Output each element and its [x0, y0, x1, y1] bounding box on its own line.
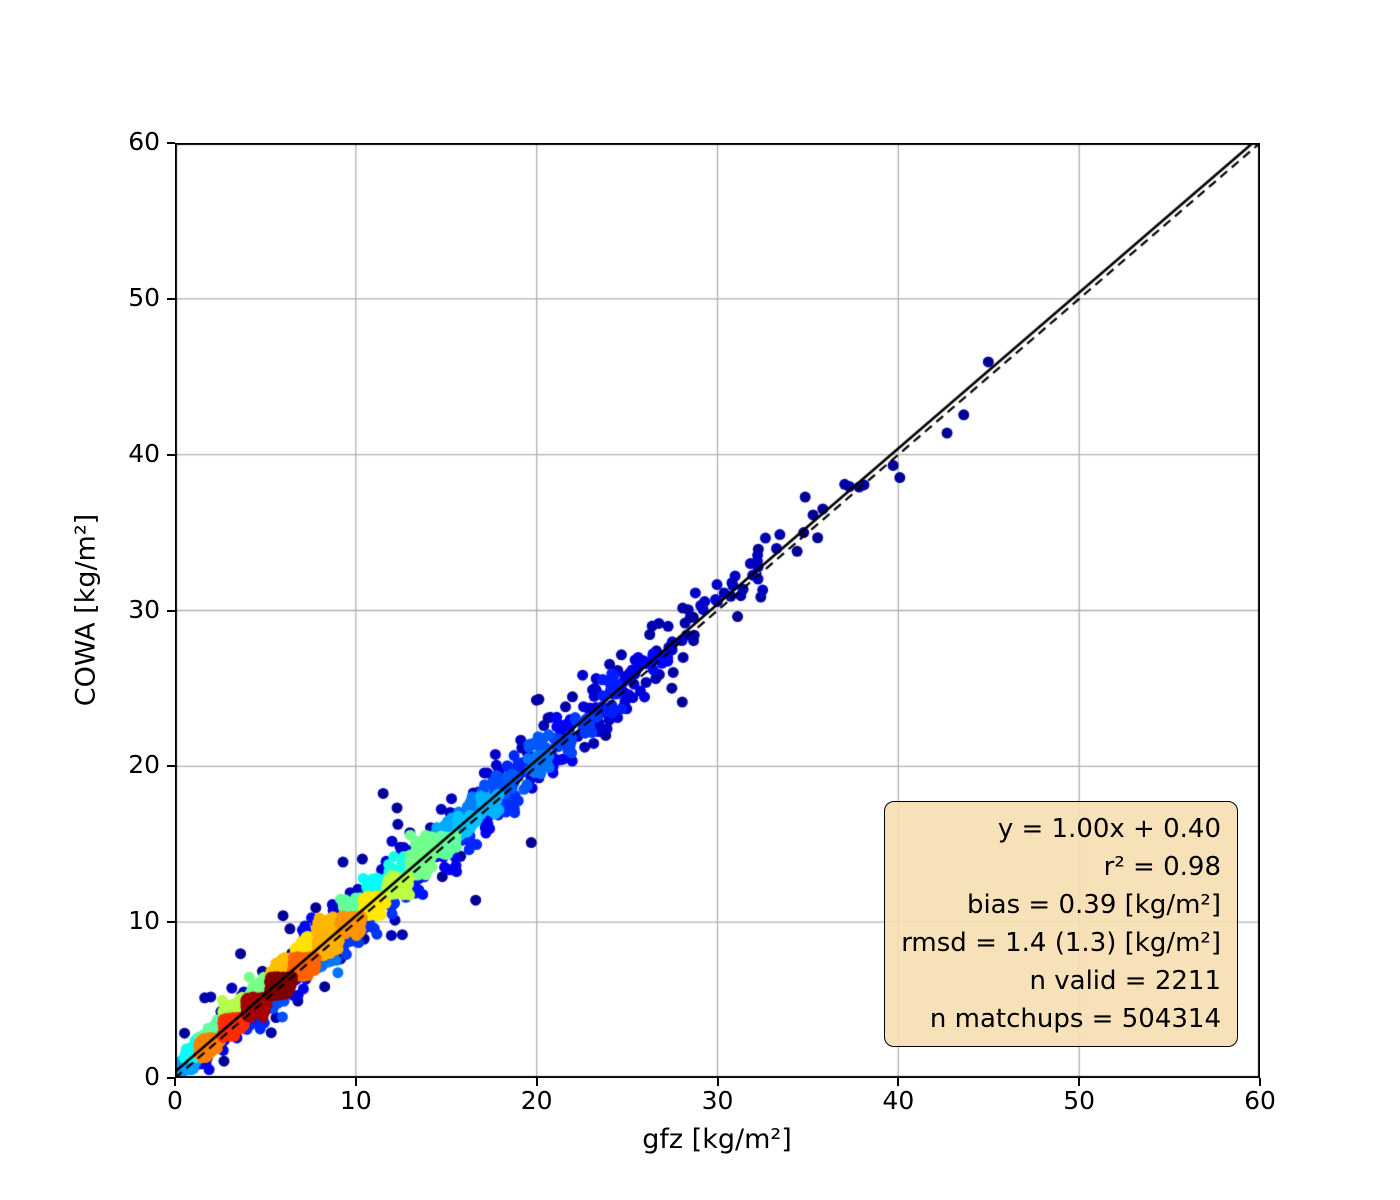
y-tick-label: 10 [128, 906, 160, 936]
y-tick-mark [167, 453, 175, 456]
y-tick-mark [167, 297, 175, 300]
x-tick-label: 40 [882, 1086, 915, 1115]
x-tick-mark [174, 1078, 176, 1086]
x-axis-label: gfz [kg/m²] [642, 1124, 792, 1155]
y-tick-label: 30 [128, 594, 160, 624]
x-tick-label: 30 [701, 1086, 734, 1115]
stats-line-bias: bias = 0.39 [kg/m²] [966, 890, 1221, 920]
y-tick-label: 50 [128, 282, 160, 312]
x-tick-mark [1259, 1078, 1261, 1086]
x-tick-label: 20 [520, 1086, 553, 1115]
y-tick-mark [167, 1077, 175, 1079]
stats-line-nmatchups: n matchups = 504314 [929, 1004, 1221, 1034]
x-tick-mark [354, 1078, 357, 1086]
stats-line-nvalid: n valid = 2211 [1029, 966, 1222, 996]
x-tick-mark [1078, 1078, 1081, 1086]
y-tick-mark [167, 609, 175, 612]
x-tick-label: 10 [339, 1086, 372, 1115]
y-tick-label: 40 [128, 438, 160, 468]
y-tick-label: 20 [128, 750, 160, 780]
x-tick-mark [897, 1078, 900, 1086]
stats-line-equation: y = 1.00x + 0.40 [997, 814, 1221, 844]
y-tick-mark [167, 142, 175, 144]
stats-line-r2: r² = 0.98 [1103, 852, 1221, 882]
x-tick-label: 60 [1244, 1086, 1276, 1115]
stats-box: y = 1.00x + 0.40 r² = 0.98 bias = 0.39 [… [884, 801, 1238, 1047]
x-tick-label: 50 [1063, 1086, 1096, 1115]
stats-line-rmsd: rmsd = 1.4 (1.3) [kg/m²] [901, 928, 1221, 958]
y-tick-mark [167, 921, 175, 924]
y-tick-label: 0 [144, 1062, 160, 1091]
x-tick-label: 0 [167, 1086, 183, 1115]
x-tick-mark [535, 1078, 538, 1086]
y-tick-mark [167, 765, 175, 768]
x-tick-mark [716, 1078, 719, 1086]
y-tick-label: 60 [128, 127, 160, 156]
